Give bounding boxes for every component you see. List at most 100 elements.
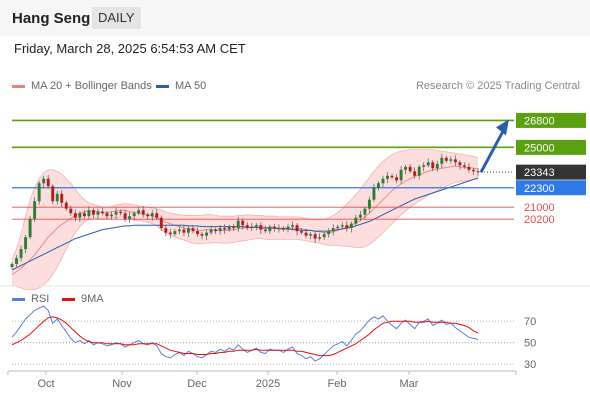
candle	[345, 221, 349, 232]
candle-body	[155, 213, 159, 218]
candle	[444, 155, 448, 163]
candle-body	[268, 226, 272, 232]
level-label-26800: 26800	[524, 115, 555, 127]
candle	[304, 228, 308, 239]
candle	[78, 211, 82, 223]
candle-body	[340, 225, 344, 227]
candle	[327, 228, 331, 238]
candle	[467, 162, 471, 173]
candle	[19, 245, 23, 262]
candle	[263, 225, 267, 234]
candle	[377, 181, 380, 191]
timeframe-badge[interactable]: DAILY	[92, 7, 141, 29]
candle-body	[449, 159, 453, 161]
candle-body	[232, 226, 236, 229]
candle	[431, 160, 435, 172]
current-price-tag	[516, 164, 586, 180]
candle-body	[123, 213, 127, 220]
candle-body	[110, 214, 113, 217]
candle	[458, 160, 462, 170]
x-axis-label: Dec	[187, 378, 207, 390]
candle-body	[435, 163, 439, 169]
level-label-21000: 21000	[524, 202, 555, 214]
candle	[318, 233, 322, 241]
candle	[440, 153, 444, 169]
candle	[177, 226, 181, 234]
header-bar: Hang Seng DAILY	[0, 0, 590, 36]
candle	[123, 210, 127, 223]
candle	[381, 175, 385, 187]
timestamp: Friday, March 28, 2025 6:54:53 AM CET	[14, 41, 246, 56]
candle-body	[186, 228, 190, 233]
candle	[309, 232, 313, 240]
candle	[250, 222, 254, 231]
candle-body	[367, 199, 371, 209]
candle-body	[408, 166, 412, 172]
candle	[363, 206, 367, 219]
candle	[146, 212, 150, 220]
candle	[24, 235, 28, 254]
legend-label-9ma: 9MA	[81, 293, 104, 305]
candle	[358, 210, 362, 221]
candle-body	[24, 237, 28, 250]
candle-body	[168, 232, 172, 235]
candle-body	[472, 169, 475, 172]
candle	[33, 197, 37, 223]
candle	[367, 196, 371, 214]
candle	[73, 209, 77, 222]
candle-body	[177, 229, 181, 232]
candle	[46, 174, 50, 189]
candle-body	[114, 211, 118, 215]
candle	[476, 168, 480, 177]
candle-body	[413, 171, 417, 176]
candle	[214, 227, 218, 234]
candle	[51, 184, 55, 205]
candle-body	[60, 193, 64, 203]
candle-body	[304, 232, 308, 236]
legend-ma50: MA 50	[156, 80, 206, 92]
candle	[110, 211, 113, 220]
candle	[286, 223, 290, 233]
candle-body	[196, 231, 199, 235]
candle	[349, 221, 353, 233]
candle	[223, 224, 227, 234]
candle-body	[223, 228, 227, 230]
candle	[64, 200, 68, 211]
candle	[141, 206, 145, 218]
candle-body	[37, 183, 41, 202]
candle-body	[19, 249, 23, 259]
candle-body	[300, 231, 304, 233]
candle-body	[128, 216, 132, 220]
candle-body	[91, 210, 95, 215]
candle-body	[182, 229, 186, 233]
candle	[408, 163, 412, 174]
candle-body	[381, 178, 385, 184]
candle-body	[318, 237, 322, 239]
candle-body	[336, 226, 340, 229]
candle-body	[349, 223, 353, 229]
candle-body	[146, 214, 150, 217]
rsi-tick-label: 30	[524, 359, 536, 371]
candle-body	[15, 258, 18, 265]
bollinger-upper-line	[11, 149, 479, 260]
candle	[182, 225, 186, 237]
instrument-title: Hang Seng	[12, 10, 91, 27]
level-label-25000: 25000	[524, 142, 555, 154]
candle-body	[214, 229, 218, 232]
candle-body	[313, 234, 317, 239]
candle-body	[191, 228, 195, 232]
candle-body	[73, 213, 77, 218]
candle-body	[272, 226, 276, 229]
candle-body	[87, 210, 91, 217]
candle	[96, 208, 100, 220]
candle	[417, 164, 421, 180]
candle	[227, 224, 231, 232]
candle	[322, 232, 326, 240]
candle-body	[101, 211, 104, 214]
candle	[422, 162, 426, 172]
projection-arrow-head	[496, 119, 509, 136]
candle-body	[286, 226, 290, 230]
candle	[331, 224, 335, 236]
candle-body	[227, 226, 231, 230]
candle	[395, 174, 399, 184]
